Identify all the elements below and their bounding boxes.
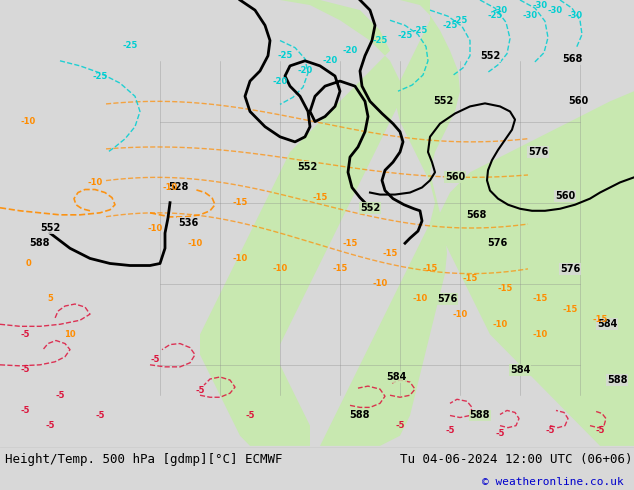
Polygon shape xyxy=(320,0,460,446)
Text: -20: -20 xyxy=(342,46,358,55)
Text: -5: -5 xyxy=(545,426,555,435)
Text: -25: -25 xyxy=(372,36,387,45)
Text: -15: -15 xyxy=(332,264,347,273)
Text: 560: 560 xyxy=(555,191,575,200)
Text: -10: -10 xyxy=(162,183,178,192)
Text: -5: -5 xyxy=(20,330,30,339)
Text: 560: 560 xyxy=(568,97,588,106)
Text: 552: 552 xyxy=(360,203,380,213)
Text: 568: 568 xyxy=(466,210,486,220)
Text: 10: 10 xyxy=(64,330,76,339)
Text: -25: -25 xyxy=(93,72,108,80)
Text: 5: 5 xyxy=(47,294,53,303)
Text: -5: -5 xyxy=(20,366,30,374)
Text: -20: -20 xyxy=(273,76,288,86)
Text: 552: 552 xyxy=(433,97,453,106)
Text: -10: -10 xyxy=(533,330,548,339)
Text: -10: -10 xyxy=(493,320,508,329)
Text: 576: 576 xyxy=(437,294,457,304)
Text: -25: -25 xyxy=(488,11,503,20)
Text: -5: -5 xyxy=(395,421,404,430)
Text: -15: -15 xyxy=(562,305,578,314)
Text: -10: -10 xyxy=(87,178,103,187)
Text: -5: -5 xyxy=(495,429,505,438)
Text: -15: -15 xyxy=(382,249,398,258)
Text: -30: -30 xyxy=(522,11,538,20)
Text: -20: -20 xyxy=(322,56,338,65)
Text: 536: 536 xyxy=(178,218,198,228)
Text: 588: 588 xyxy=(470,411,490,420)
Text: -10: -10 xyxy=(233,254,248,263)
Text: © weatheronline.co.uk: © weatheronline.co.uk xyxy=(482,477,624,487)
Text: -15: -15 xyxy=(462,274,477,283)
Text: -5: -5 xyxy=(150,355,160,364)
Text: 584: 584 xyxy=(386,372,406,382)
Text: 552: 552 xyxy=(40,223,60,233)
Text: -5: -5 xyxy=(20,406,30,415)
Text: -5: -5 xyxy=(595,426,605,435)
Text: -10: -10 xyxy=(412,294,427,303)
Text: -5: -5 xyxy=(195,386,205,394)
Text: -15: -15 xyxy=(313,193,328,202)
Text: -5: -5 xyxy=(245,411,255,420)
Text: -15: -15 xyxy=(422,264,437,273)
Text: 588: 588 xyxy=(607,375,627,385)
Text: -10: -10 xyxy=(273,264,288,273)
Text: 588: 588 xyxy=(350,411,370,420)
Text: 576: 576 xyxy=(528,147,548,157)
Text: -5: -5 xyxy=(45,421,55,430)
Text: -25: -25 xyxy=(122,41,138,50)
Text: 584: 584 xyxy=(597,319,617,329)
Text: 576: 576 xyxy=(487,238,507,248)
Text: -10: -10 xyxy=(188,239,203,248)
Text: -25: -25 xyxy=(443,21,458,30)
Text: -5: -5 xyxy=(445,426,455,435)
Text: -30: -30 xyxy=(493,5,508,15)
Text: -10: -10 xyxy=(147,223,163,233)
Polygon shape xyxy=(430,0,634,446)
Text: 552: 552 xyxy=(297,162,317,172)
Text: -30: -30 xyxy=(533,0,548,10)
Text: -10: -10 xyxy=(20,117,36,126)
Text: 568: 568 xyxy=(562,54,582,64)
Text: Height/Temp. 500 hPa [gdmp][°C] ECMWF: Height/Temp. 500 hPa [gdmp][°C] ECMWF xyxy=(5,453,283,466)
Text: -5: -5 xyxy=(55,391,65,400)
Text: -15: -15 xyxy=(497,284,513,294)
Text: -15: -15 xyxy=(232,198,248,207)
Text: 560: 560 xyxy=(445,172,465,182)
Text: -25: -25 xyxy=(452,16,468,25)
Text: 528: 528 xyxy=(168,182,188,193)
Text: 576: 576 xyxy=(560,264,580,273)
Text: -30: -30 xyxy=(567,11,583,20)
Text: -10: -10 xyxy=(453,310,468,318)
Text: -30: -30 xyxy=(547,5,562,15)
Text: -5: -5 xyxy=(95,411,105,420)
Text: 588: 588 xyxy=(30,238,50,248)
Text: -15: -15 xyxy=(533,294,548,303)
Text: -15: -15 xyxy=(342,239,358,248)
Text: -25: -25 xyxy=(412,26,428,35)
Text: 584: 584 xyxy=(510,365,530,375)
Text: 552: 552 xyxy=(480,51,500,61)
Text: -25: -25 xyxy=(398,31,413,40)
Text: 0: 0 xyxy=(25,259,31,268)
Text: -25: -25 xyxy=(277,51,293,60)
Text: -20: -20 xyxy=(297,67,313,75)
Text: -10: -10 xyxy=(372,279,387,288)
Text: -15: -15 xyxy=(592,315,607,324)
Text: Tu 04-06-2024 12:00 UTC (06+06): Tu 04-06-2024 12:00 UTC (06+06) xyxy=(400,453,633,466)
Polygon shape xyxy=(200,0,400,446)
